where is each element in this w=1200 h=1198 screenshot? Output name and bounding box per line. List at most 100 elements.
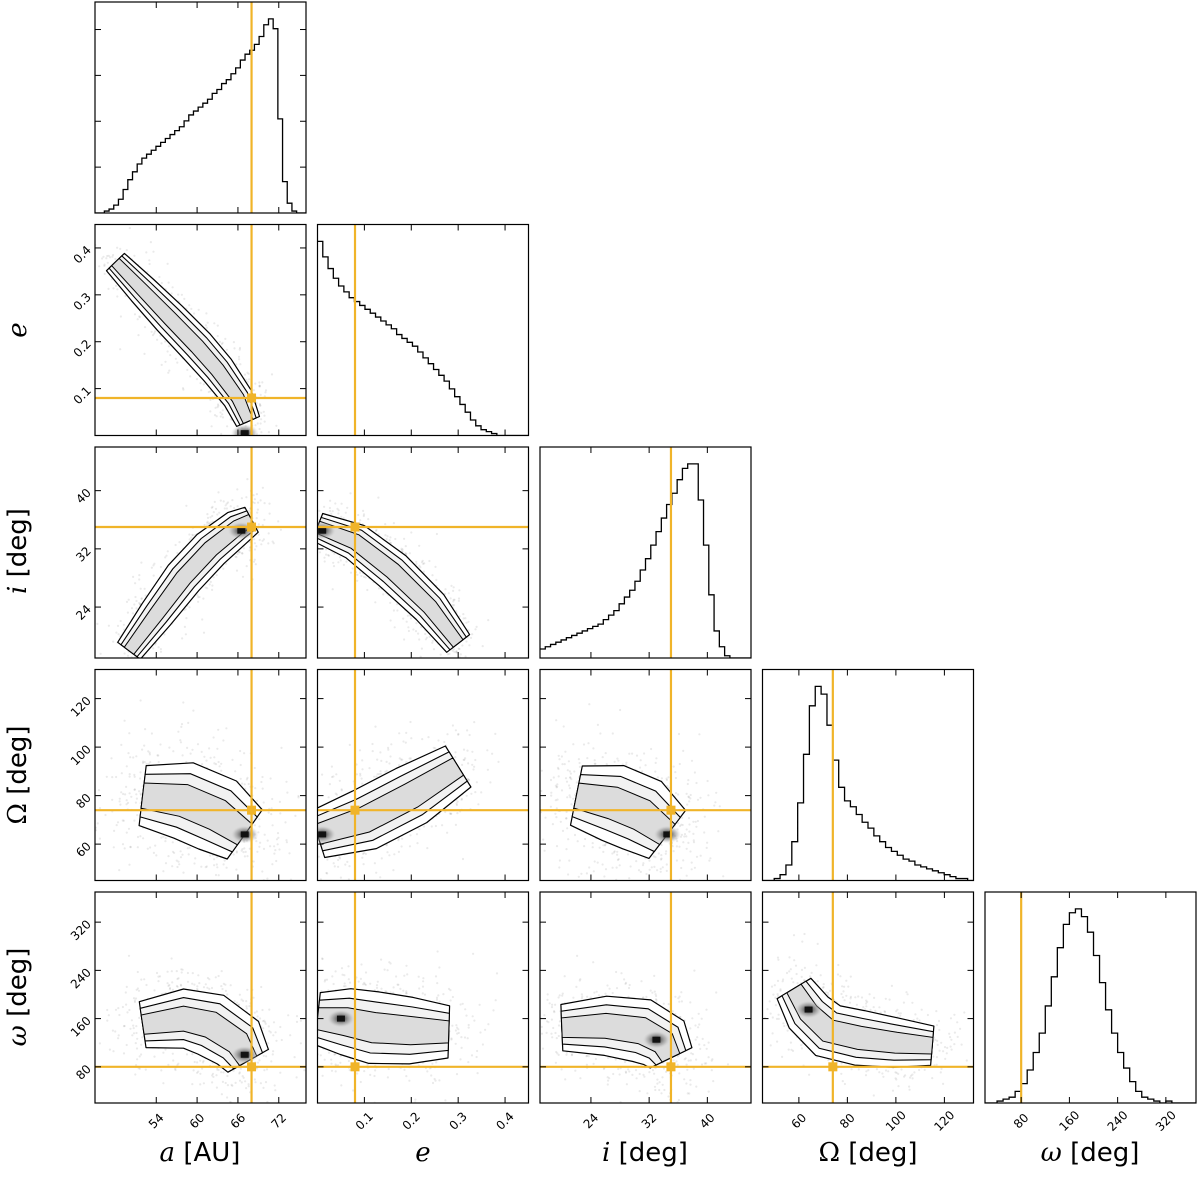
xlabel-a: a [AU] [160, 1138, 241, 1168]
density-peak [336, 1015, 345, 1022]
joint-panel-Omega-vs-a: 60 80 100 120 [68, 668, 307, 882]
contour-level-3 [573, 782, 676, 846]
xtick-label-Omega: 100 [883, 1108, 909, 1134]
joint-panel-omega-vs-Omega: 60 80 100 120 [761, 891, 975, 1134]
joint-panel-i-vs-e [316, 446, 530, 659]
hist-panel-a [94, 1, 307, 214]
ytick-label-omega: 80 [73, 1062, 94, 1083]
density-peak [240, 1051, 249, 1058]
hist-panel-e [316, 223, 530, 437]
hist-step-a [95, 18, 306, 213]
ytick-label-e: 0.1 [71, 384, 94, 407]
ytick-label-omega: 240 [68, 965, 94, 991]
density-peak [804, 1006, 813, 1013]
ylabel-Omega: Ω [deg] [3, 725, 33, 824]
ytick-label-i: 40 [73, 486, 94, 507]
truth-marker [247, 393, 257, 403]
xtick-label-Omega: 80 [837, 1111, 858, 1132]
ytick-label-omega: 320 [68, 917, 94, 943]
density-peak [240, 430, 249, 436]
truth-marker [828, 1062, 838, 1072]
panel-frame [94, 1, 307, 214]
contour-level-3 [111, 257, 254, 425]
xtick-label-Omega: 120 [931, 1108, 957, 1134]
xlabel-i: i [deg] [602, 1138, 688, 1168]
truth-marker [350, 522, 360, 532]
ytick-label-i: 24 [73, 602, 94, 623]
ytick-label-e: 0.2 [71, 337, 94, 360]
ytick-label-Omega: 100 [68, 742, 94, 768]
xtick-label-omega: 160 [1056, 1108, 1082, 1134]
xtick-label-Omega: 60 [789, 1111, 810, 1132]
xtick-label-e: 0.4 [493, 1109, 516, 1132]
truth-marker [247, 1062, 257, 1072]
xtick-label-a: 72 [268, 1111, 289, 1132]
ytick-label-Omega: 80 [73, 791, 94, 812]
panel-frame [94, 446, 307, 659]
hist-panel-omega: 80 160 240 320 [984, 891, 1197, 1134]
panel-frame [316, 891, 530, 1104]
xtick-label-omega: 320 [1153, 1108, 1179, 1134]
joint-panel-Omega-vs-i [539, 668, 752, 882]
panel-frame [539, 668, 752, 882]
truth-marker [350, 1062, 360, 1072]
xlabel-omega: ω [deg] [1041, 1138, 1140, 1168]
density-peak [240, 831, 249, 838]
truth-marker [666, 805, 676, 815]
hist-step-e [317, 240, 529, 436]
joint-panel-e-vs-a: 0.1 0.2 0.3 0.4 [71, 223, 307, 437]
joint-panel-Omega-vs-e [316, 668, 530, 882]
panel-frame [761, 668, 975, 882]
contour-level-3 [560, 1012, 681, 1063]
density-peak [318, 831, 327, 838]
xtick-label-omega: 240 [1105, 1108, 1131, 1134]
density-peak [237, 527, 246, 534]
hist-step-i [540, 463, 751, 658]
panel-frame [94, 668, 307, 882]
xtick-label-e: 0.2 [400, 1109, 423, 1132]
xlabel-Omega: Ω [deg] [818, 1138, 917, 1168]
truth-marker [666, 1062, 676, 1072]
xtick-label-i: 32 [639, 1111, 660, 1132]
panel-frame [761, 891, 975, 1104]
hist-panel-Omega [761, 668, 975, 882]
xtick-label-a: 60 [187, 1111, 208, 1132]
xtick-label-i: 40 [697, 1111, 718, 1132]
ylabel-i: i [deg] [3, 508, 33, 594]
xtick-label-omega: 80 [1011, 1111, 1032, 1132]
xtick-label-e: 0.3 [446, 1109, 469, 1132]
ylabel-e: e [3, 322, 33, 337]
xtick-label-a: 66 [228, 1111, 249, 1132]
hist-step-Omega [762, 685, 974, 881]
xtick-label-i: 24 [581, 1111, 602, 1132]
panel-frame [539, 891, 752, 1104]
xlabel-e: e [415, 1138, 430, 1168]
panel-frame [984, 891, 1197, 1104]
panel-frame [316, 668, 530, 882]
ylabel-omega: ω [deg] [3, 948, 33, 1047]
hist-step-omega [985, 908, 1196, 1103]
truth-marker [350, 805, 360, 815]
xtick-label-e: 0.1 [353, 1109, 376, 1132]
contour-level-3 [123, 513, 255, 655]
panel-frame [539, 446, 752, 659]
ytick-label-Omega: 60 [73, 839, 94, 860]
panel-frame [316, 446, 530, 659]
joint-panel-omega-vs-e: 0.1 0.2 0.3 0.4 [316, 891, 530, 1133]
panel-frame [94, 891, 307, 1104]
joint-panel-omega-vs-a: 80 160 240 320 54 60 66 72 [68, 891, 307, 1132]
ytick-label-i: 32 [73, 544, 94, 565]
truth-marker [247, 805, 257, 815]
density-peak [652, 1036, 661, 1043]
joint-panel-i-vs-a: 24 32 40 [73, 446, 307, 659]
joint-panel-omega-vs-i: 24 32 40 [539, 891, 752, 1132]
ytick-label-e: 0.3 [71, 290, 94, 313]
panel-frame [94, 223, 307, 437]
panel-frame [316, 223, 530, 437]
ytick-label-e: 0.4 [71, 243, 94, 266]
hist-panel-i [539, 446, 752, 659]
xtick-label-a: 54 [146, 1111, 167, 1132]
density-core [317, 825, 337, 844]
density-peak [318, 527, 327, 534]
